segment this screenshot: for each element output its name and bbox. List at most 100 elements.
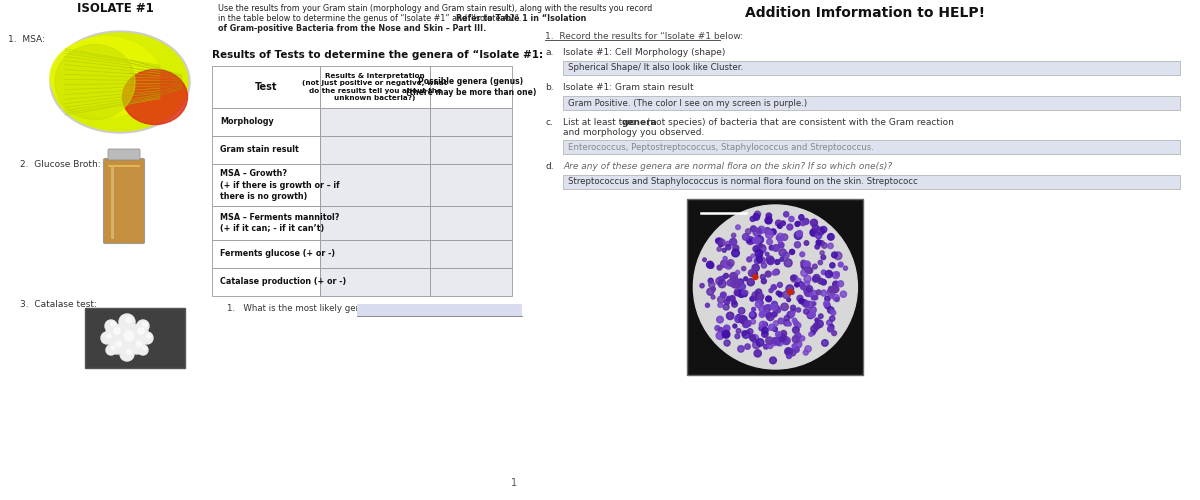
Circle shape xyxy=(778,224,782,228)
Circle shape xyxy=(776,334,781,338)
Circle shape xyxy=(782,337,791,344)
Circle shape xyxy=(143,322,148,326)
Circle shape xyxy=(718,239,725,246)
Circle shape xyxy=(804,281,810,286)
Circle shape xyxy=(755,211,761,217)
Circle shape xyxy=(732,249,739,257)
Circle shape xyxy=(730,238,737,246)
Circle shape xyxy=(727,280,733,286)
Circle shape xyxy=(712,295,715,299)
Circle shape xyxy=(806,268,812,274)
Circle shape xyxy=(752,264,760,272)
Text: Refer to Table 1 in “Isolation: Refer to Table 1 in “Isolation xyxy=(456,14,587,23)
Circle shape xyxy=(799,220,805,226)
Circle shape xyxy=(821,255,826,260)
Text: Enterococcus, Peptostreptococcus, Staphylococcus and Streptococcus.: Enterococcus, Peptostreptococcus, Staphy… xyxy=(568,142,874,152)
Circle shape xyxy=(800,284,805,290)
Circle shape xyxy=(768,324,775,330)
FancyBboxPatch shape xyxy=(212,206,320,240)
Circle shape xyxy=(778,334,785,340)
Circle shape xyxy=(744,277,748,280)
Circle shape xyxy=(769,288,773,292)
Circle shape xyxy=(779,242,784,248)
Circle shape xyxy=(738,308,745,314)
Circle shape xyxy=(755,294,763,302)
FancyBboxPatch shape xyxy=(563,61,1180,75)
Circle shape xyxy=(106,320,118,332)
Circle shape xyxy=(790,250,794,254)
Circle shape xyxy=(826,270,833,278)
Circle shape xyxy=(733,245,739,251)
Text: 1.   What is the most likely genus of “Isolate #1”?: 1. What is the most likely genus of “Iso… xyxy=(227,304,443,313)
Circle shape xyxy=(756,289,762,295)
Text: Streptococcus and Staphylococcus is normal flora found on the skin. Streptococc: Streptococcus and Staphylococcus is norm… xyxy=(568,178,918,186)
Circle shape xyxy=(780,257,784,262)
Text: c.: c. xyxy=(545,118,553,127)
Circle shape xyxy=(768,258,774,264)
Circle shape xyxy=(788,216,794,222)
Ellipse shape xyxy=(52,33,188,131)
Circle shape xyxy=(808,311,814,317)
Circle shape xyxy=(768,230,772,234)
Circle shape xyxy=(720,292,726,298)
FancyBboxPatch shape xyxy=(430,66,512,108)
Circle shape xyxy=(755,248,758,252)
Circle shape xyxy=(840,291,846,298)
Circle shape xyxy=(738,346,744,352)
Circle shape xyxy=(755,296,761,302)
Circle shape xyxy=(716,278,722,284)
Circle shape xyxy=(745,228,751,234)
Circle shape xyxy=(757,244,762,248)
Text: Ferments glucose (+ or -): Ferments glucose (+ or -) xyxy=(220,250,335,258)
Circle shape xyxy=(829,286,833,291)
Circle shape xyxy=(756,236,763,244)
Circle shape xyxy=(767,304,773,310)
Circle shape xyxy=(796,322,800,328)
Circle shape xyxy=(736,270,739,274)
Circle shape xyxy=(800,270,808,276)
Circle shape xyxy=(833,294,840,301)
Circle shape xyxy=(137,320,149,332)
Circle shape xyxy=(811,296,816,300)
Circle shape xyxy=(793,347,799,352)
Circle shape xyxy=(727,296,731,300)
Circle shape xyxy=(781,234,787,240)
Circle shape xyxy=(708,262,714,268)
Circle shape xyxy=(769,246,774,250)
Circle shape xyxy=(752,292,760,300)
Circle shape xyxy=(824,304,830,308)
FancyBboxPatch shape xyxy=(212,240,320,268)
Circle shape xyxy=(821,226,827,232)
Circle shape xyxy=(106,345,116,355)
Circle shape xyxy=(822,340,828,346)
Circle shape xyxy=(811,330,815,335)
Circle shape xyxy=(828,326,834,332)
Circle shape xyxy=(830,324,834,328)
Circle shape xyxy=(750,216,755,222)
Circle shape xyxy=(109,338,125,354)
Circle shape xyxy=(758,306,766,312)
Circle shape xyxy=(742,290,746,295)
Circle shape xyxy=(791,309,796,314)
Circle shape xyxy=(778,282,782,288)
Circle shape xyxy=(752,237,760,244)
Circle shape xyxy=(811,326,817,332)
FancyBboxPatch shape xyxy=(430,136,512,164)
Circle shape xyxy=(762,331,768,338)
Circle shape xyxy=(752,338,756,342)
FancyBboxPatch shape xyxy=(320,108,430,136)
Circle shape xyxy=(730,272,738,280)
Circle shape xyxy=(814,274,820,281)
Circle shape xyxy=(752,246,760,252)
Circle shape xyxy=(756,254,761,259)
Circle shape xyxy=(736,314,740,320)
Circle shape xyxy=(766,256,774,264)
Circle shape xyxy=(138,345,148,355)
Circle shape xyxy=(725,262,732,269)
Circle shape xyxy=(744,291,748,294)
Circle shape xyxy=(830,294,834,298)
FancyBboxPatch shape xyxy=(688,199,864,375)
Circle shape xyxy=(734,334,739,338)
Circle shape xyxy=(787,322,791,326)
Circle shape xyxy=(794,222,799,226)
